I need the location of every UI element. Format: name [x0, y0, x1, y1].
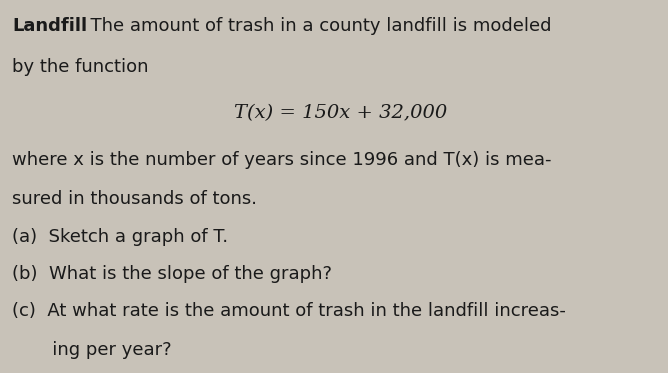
Text: by the function: by the function — [12, 58, 148, 76]
Text: where x is the number of years since 1996 and T(x) is mea-: where x is the number of years since 199… — [12, 151, 552, 169]
Text: The amount of trash in a county landfill is modeled: The amount of trash in a county landfill… — [79, 17, 551, 35]
Text: sured in thousands of tons.: sured in thousands of tons. — [12, 190, 257, 208]
Text: (b)  What is the slope of the graph?: (b) What is the slope of the graph? — [12, 265, 332, 283]
Text: (c)  At what rate is the amount of trash in the landfill increas-: (c) At what rate is the amount of trash … — [12, 302, 566, 320]
Text: Landfill: Landfill — [12, 17, 87, 35]
Text: ing per year?: ing per year? — [12, 341, 172, 359]
Text: T(x) = 150x + 32,000: T(x) = 150x + 32,000 — [234, 104, 447, 122]
Text: (a)  Sketch a graph of T.: (a) Sketch a graph of T. — [12, 228, 228, 245]
